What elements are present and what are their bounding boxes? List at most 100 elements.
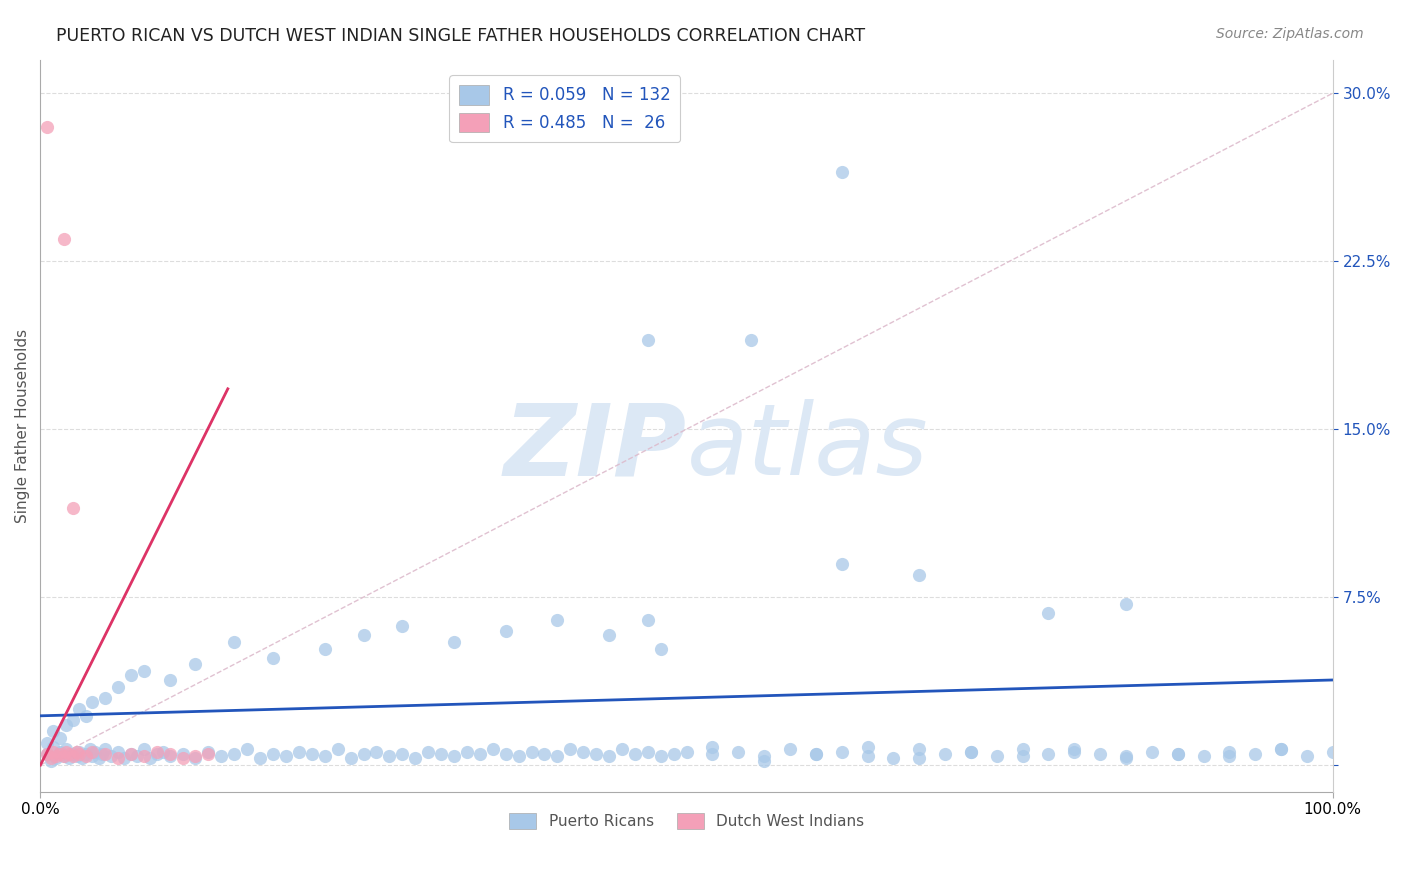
Point <box>55 742 77 756</box>
Point <box>391 619 413 633</box>
Point <box>120 747 142 761</box>
Point <box>159 747 181 761</box>
Point <box>139 751 162 765</box>
Point <box>366 745 388 759</box>
Point <box>314 641 336 656</box>
Point <box>831 164 853 178</box>
Point <box>159 673 181 687</box>
Point <box>1270 742 1292 756</box>
Point <box>702 747 724 761</box>
Point <box>94 690 117 705</box>
Point <box>172 747 194 761</box>
Point <box>1296 749 1319 764</box>
Point <box>197 747 219 761</box>
Point <box>35 120 58 134</box>
Point <box>132 664 155 678</box>
Point <box>546 613 568 627</box>
Point <box>82 749 104 764</box>
Point <box>120 747 142 761</box>
Point <box>209 749 232 764</box>
Point <box>132 749 155 764</box>
Point <box>1192 749 1215 764</box>
Legend: Puerto Ricans, Dutch West Indians: Puerto Ricans, Dutch West Indians <box>503 807 870 836</box>
Point <box>533 747 555 761</box>
Point <box>67 702 90 716</box>
Point <box>79 742 101 756</box>
Point <box>495 624 517 638</box>
Point <box>662 747 685 761</box>
Point <box>45 751 67 765</box>
Point <box>404 751 426 765</box>
Point <box>301 747 323 761</box>
Point <box>495 747 517 761</box>
Point <box>65 749 87 764</box>
Point <box>882 751 904 765</box>
Point <box>39 754 62 768</box>
Point <box>75 749 97 764</box>
Point <box>55 718 77 732</box>
Point <box>1322 745 1344 759</box>
Point <box>42 745 65 759</box>
Point <box>91 747 114 761</box>
Point <box>908 567 931 582</box>
Point <box>120 668 142 682</box>
Point <box>481 742 503 756</box>
Point <box>1115 751 1137 765</box>
Point <box>416 745 439 759</box>
Point <box>145 747 167 761</box>
Point <box>1244 747 1267 761</box>
Point <box>145 745 167 759</box>
Point <box>42 724 65 739</box>
Point <box>249 751 271 765</box>
Point <box>62 500 84 515</box>
Point <box>127 749 149 764</box>
Point <box>1115 597 1137 611</box>
Point <box>1038 747 1060 761</box>
Point <box>55 745 77 759</box>
Point <box>856 749 879 764</box>
Point <box>67 745 90 759</box>
Y-axis label: Single Father Households: Single Father Households <box>15 329 30 523</box>
Point <box>65 745 87 759</box>
Point <box>1063 745 1085 759</box>
Point <box>83 745 105 759</box>
Point <box>75 708 97 723</box>
Point <box>132 742 155 756</box>
Point <box>326 742 349 756</box>
Point <box>67 747 90 761</box>
Point <box>637 745 659 759</box>
Point <box>262 650 284 665</box>
Point <box>49 745 72 759</box>
Point <box>39 751 62 765</box>
Point <box>107 751 129 765</box>
Point <box>908 751 931 765</box>
Point <box>456 745 478 759</box>
Point <box>391 747 413 761</box>
Point <box>572 745 595 759</box>
Point <box>560 742 582 756</box>
Point <box>443 635 465 649</box>
Point <box>520 745 543 759</box>
Point <box>224 635 246 649</box>
Point <box>184 657 207 672</box>
Point <box>82 745 104 759</box>
Point <box>934 747 956 761</box>
Point <box>35 747 58 761</box>
Point <box>804 747 827 761</box>
Point <box>443 749 465 764</box>
Point <box>727 745 749 759</box>
Point <box>1088 747 1111 761</box>
Point <box>35 747 58 761</box>
Point <box>52 749 75 764</box>
Point <box>740 333 762 347</box>
Point <box>172 751 194 765</box>
Point <box>468 747 491 761</box>
Point <box>1063 742 1085 756</box>
Point <box>1167 747 1189 761</box>
Point <box>107 680 129 694</box>
Point <box>58 747 80 761</box>
Text: ZIP: ZIP <box>503 400 686 496</box>
Point <box>546 749 568 764</box>
Point <box>1011 749 1033 764</box>
Point <box>152 745 174 759</box>
